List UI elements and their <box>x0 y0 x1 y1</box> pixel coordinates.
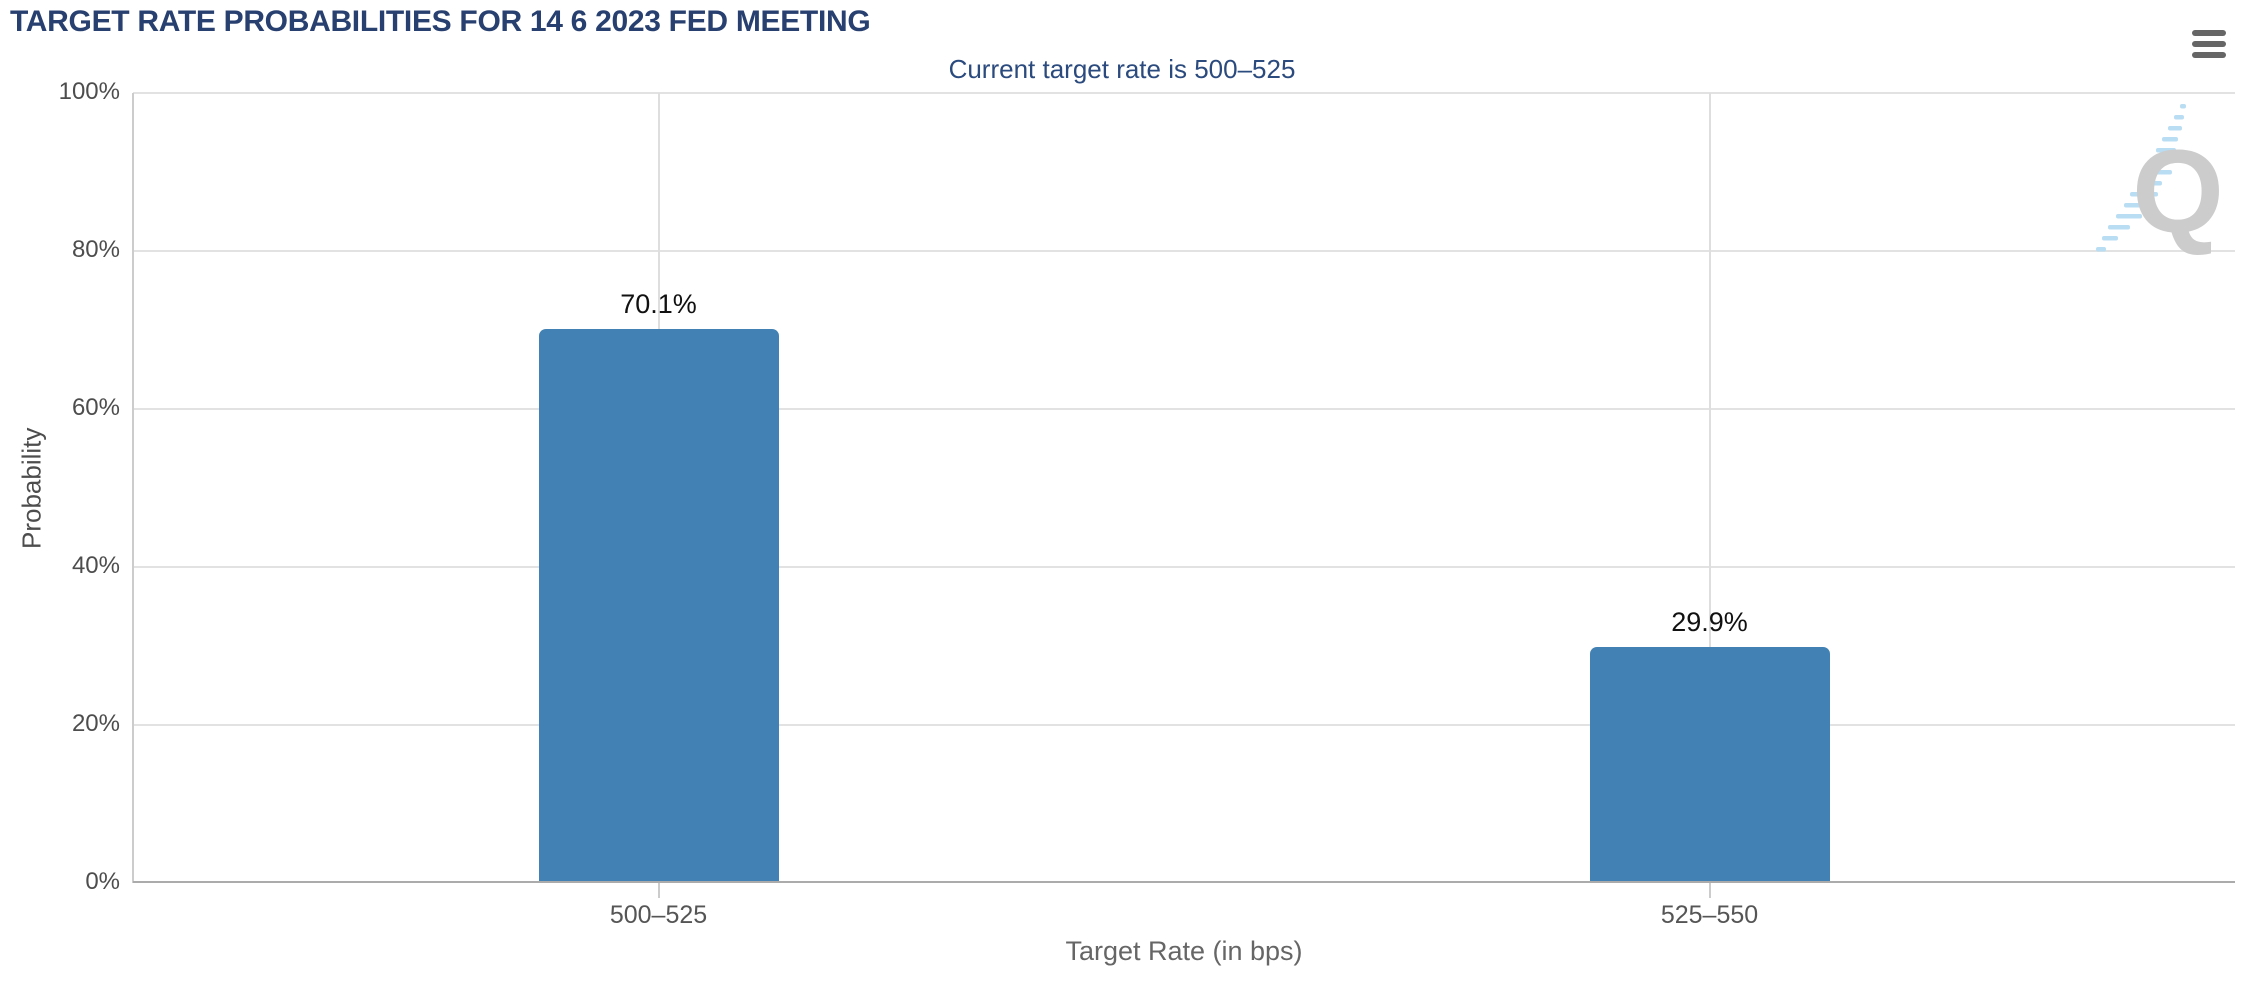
chart-subtitle: Current target rate is 500–525 <box>948 54 1296 84</box>
y-tick-label: 80% <box>71 236 120 263</box>
x-axis-tick <box>657 883 660 898</box>
y-gridline <box>133 566 2235 568</box>
y-gridline <box>133 92 2235 94</box>
y-tick-label: 20% <box>71 710 120 737</box>
y-axis-line <box>132 93 134 883</box>
y-tick-label: 100% <box>58 78 120 105</box>
bar-value-label: 70.1% <box>620 289 697 320</box>
category-gridline <box>1708 93 1711 883</box>
watermark-diagonal-dashes <box>2096 104 2186 252</box>
probability-bar[interactable] <box>1589 646 1830 883</box>
probability-bar[interactable] <box>538 329 779 883</box>
y-tick-label: 0% <box>85 868 120 895</box>
y-gridline <box>133 250 2235 252</box>
watermark-letter: Q <box>2132 126 2224 258</box>
chart-title: TARGET RATE PROBABILITIES FOR 14 6 2023 … <box>10 5 871 38</box>
bar-value-label: 29.9% <box>1671 606 1748 637</box>
x-axis-tick <box>1708 883 1711 898</box>
plot-area: 70.1% 29.9% <box>133 92 2235 883</box>
q-logo-watermark: Q <box>2096 104 2224 258</box>
x-tick-label: 500–525 <box>609 901 708 929</box>
y-gridline <box>133 408 2235 410</box>
x-axis-line <box>133 881 2235 883</box>
hamburger-menu-icon <box>2192 30 2226 58</box>
y-tick-label: 60% <box>71 394 120 421</box>
chart-context-menu-button[interactable] <box>2186 22 2232 66</box>
x-tick-label: 525–550 <box>1660 901 1759 929</box>
y-gridline <box>133 724 2235 726</box>
x-axis-title: Target Rate (in bps) <box>1065 936 1303 966</box>
y-axis-title: Probability <box>16 427 47 549</box>
y-tick-label: 40% <box>71 552 120 579</box>
